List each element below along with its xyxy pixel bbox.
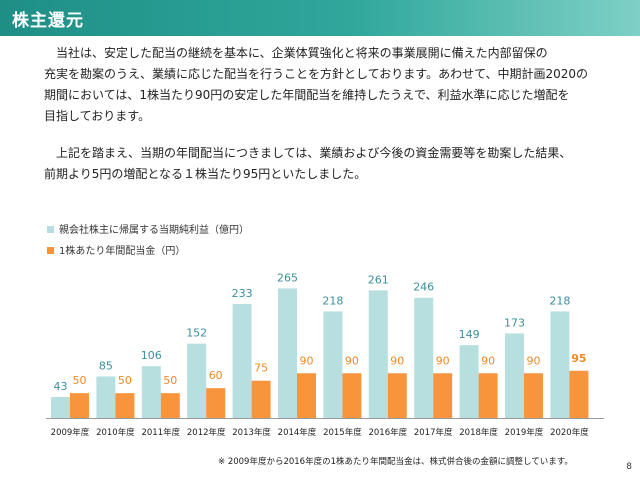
- legend-label-dividend: 1株あたり年間配当金（円）: [59, 244, 185, 257]
- legend-label-profit: 親会社株主に帰属する当期純利益（億円）: [59, 223, 249, 236]
- x-tick-label: 2012年度: [187, 427, 226, 438]
- header-bar: 株主還元: [0, 0, 640, 36]
- bar-dividend: [342, 373, 362, 418]
- data-label-dividend: 50: [73, 374, 87, 387]
- paragraph-line: 上記を踏まえ、当期の年間配当につきましては、業績および今後の資金需要等を勘案した…: [56, 146, 572, 160]
- data-label-profit: 218: [549, 294, 570, 307]
- page-title: 株主還元: [12, 11, 84, 31]
- legend-swatch-dividend: [47, 247, 54, 254]
- x-tick-label: 2011年度: [141, 427, 180, 438]
- x-tick-label: 2014年度: [278, 427, 317, 438]
- x-tick-label: 2020年度: [550, 427, 589, 438]
- bar-dividend: [478, 373, 498, 418]
- data-label-dividend: 90: [390, 354, 404, 367]
- bar-profit: [141, 366, 161, 418]
- bar-dividend: [297, 373, 316, 418]
- data-label-profit: 233: [232, 287, 253, 300]
- bar-dividend: [115, 393, 135, 418]
- bar-profit: [550, 311, 570, 418]
- data-label-profit: 265: [277, 271, 298, 284]
- x-tick-label: 2009年度: [51, 427, 90, 438]
- data-label-dividend: 90: [436, 354, 450, 367]
- x-tick-label: 2015年度: [323, 427, 362, 438]
- data-label-dividend: 95: [571, 352, 586, 365]
- bar-dividend: [160, 393, 180, 418]
- data-label-profit: 152: [186, 327, 207, 340]
- bar-dividend: [206, 388, 226, 418]
- bar-dividend: [251, 380, 271, 418]
- data-label-dividend: 90: [300, 354, 314, 367]
- data-label-dividend: 90: [527, 354, 541, 367]
- bar-profit: [368, 290, 388, 418]
- x-tick-label: 2019年度: [505, 427, 544, 438]
- bar-profit: [96, 376, 116, 418]
- bar-profit: [459, 345, 479, 418]
- x-tick-label: 2017年度: [414, 427, 453, 438]
- footnote: ※ 2009年度から2016年度の1株あたり年間配当金は、株式併合後の金額に調整…: [218, 457, 573, 467]
- data-label-profit: 173: [504, 316, 525, 329]
- data-label-dividend: 90: [481, 354, 495, 367]
- x-tick-label: 2010年度: [96, 427, 135, 438]
- bar-profit: [278, 288, 297, 418]
- data-label-profit: 149: [459, 328, 480, 341]
- bar-profit: [414, 297, 434, 418]
- bar-dividend: [524, 373, 543, 418]
- data-label-profit: 246: [413, 281, 434, 294]
- paragraph-line: 充実を勘案のうえ、業績に応じた配当を行うことを方針としております。あわせて、中期…: [44, 67, 589, 81]
- bar-profit: [51, 396, 70, 418]
- data-label-profit: 261: [368, 273, 389, 286]
- bar-profit: [505, 333, 524, 418]
- x-tick-label: 2013年度: [232, 427, 271, 438]
- data-label-dividend: 90: [345, 354, 359, 367]
- x-tick-label: 2018年度: [459, 427, 498, 438]
- data-label-dividend: 50: [118, 374, 132, 387]
- bar-profit: [323, 311, 343, 418]
- paragraph-line: 目指しております。: [44, 109, 151, 123]
- bar-dividend: [433, 373, 453, 418]
- policy-paragraph: 当社は、安定した配当の継続を基本に、企業体質強化と将来の事業展開に備えた内部留保…: [44, 43, 604, 127]
- bar-dividend: [70, 393, 89, 418]
- page-number: 8: [626, 462, 632, 472]
- x-tick-label: 2016年度: [368, 427, 407, 438]
- legend-swatch-profit: [47, 226, 54, 233]
- bar-dividend: [387, 373, 407, 418]
- paragraph-line: 期間においては、1株当たり90円の安定した年間配当を維持したうえで、利益水準に応…: [44, 88, 570, 102]
- data-label-dividend: 50: [163, 374, 177, 387]
- data-label-profit: 218: [322, 294, 343, 307]
- paragraph-line: 前期より5円の増配となる１株当たり95円といたしました。: [44, 167, 367, 181]
- data-label-profit: 85: [99, 359, 113, 372]
- data-label-dividend: 75: [254, 362, 268, 375]
- dividend-paragraph: 上記を踏まえ、当期の年間配当につきましては、業績および今後の資金需要等を勘案した…: [44, 143, 604, 185]
- bar-dividend: [569, 370, 589, 418]
- bar-profit: [187, 343, 207, 418]
- bar-profit: [232, 304, 252, 418]
- paragraph-line: 当社は、安定した配当の継続を基本に、企業体質強化と将来の事業展開に備えた内部留保…: [56, 46, 548, 60]
- data-label-profit: 106: [141, 349, 162, 362]
- data-label-profit: 43: [54, 380, 68, 393]
- data-label-dividend: 60: [209, 369, 223, 382]
